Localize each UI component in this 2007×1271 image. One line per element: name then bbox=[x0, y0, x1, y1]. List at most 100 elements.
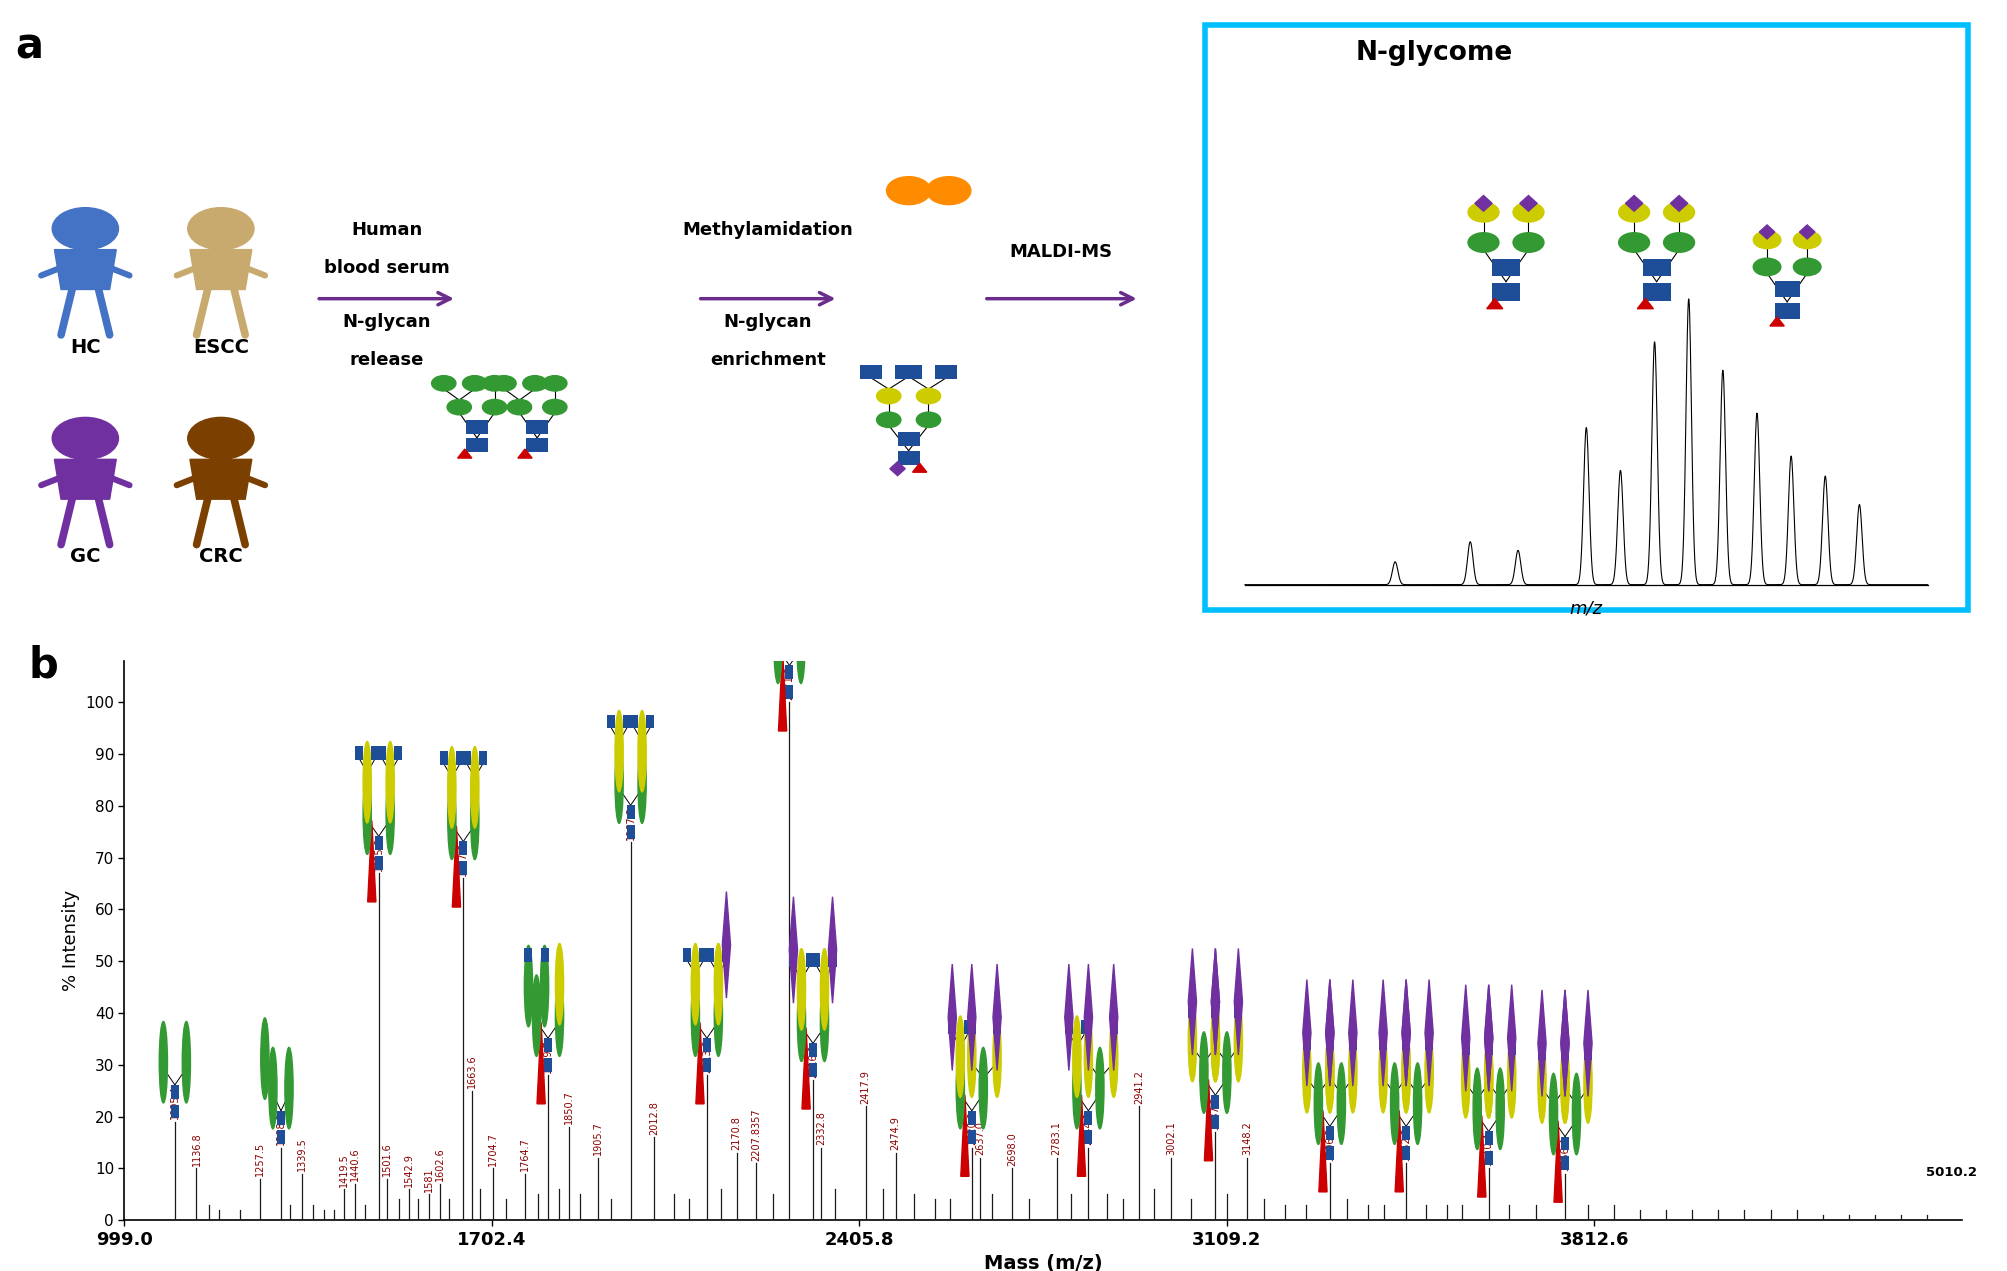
Circle shape bbox=[1389, 1063, 1399, 1144]
Bar bbox=[1325, 1126, 1333, 1140]
Text: b: b bbox=[28, 644, 58, 686]
Polygon shape bbox=[54, 249, 116, 290]
Circle shape bbox=[915, 389, 939, 404]
Bar bbox=[540, 948, 548, 962]
Bar bbox=[897, 451, 919, 465]
Polygon shape bbox=[1349, 980, 1357, 1087]
Bar bbox=[702, 1038, 710, 1052]
Polygon shape bbox=[1325, 980, 1333, 1087]
Text: a: a bbox=[16, 25, 42, 67]
Polygon shape bbox=[1319, 1111, 1327, 1192]
Bar bbox=[967, 1130, 975, 1144]
Polygon shape bbox=[1110, 963, 1118, 1070]
Bar bbox=[1188, 1004, 1196, 1018]
Polygon shape bbox=[1210, 948, 1218, 1055]
Bar bbox=[171, 1085, 179, 1098]
Circle shape bbox=[877, 412, 901, 427]
Bar bbox=[1559, 1157, 1567, 1171]
Text: Methylamidation: Methylamidation bbox=[682, 221, 853, 239]
Bar bbox=[375, 855, 383, 869]
Circle shape bbox=[1507, 1037, 1515, 1118]
Text: 1298.5: 1298.5 bbox=[275, 1111, 285, 1145]
Text: 1339.5: 1339.5 bbox=[297, 1138, 307, 1171]
Text: 2316.9: 2316.9 bbox=[807, 1043, 817, 1078]
Bar bbox=[526, 419, 548, 433]
Bar bbox=[478, 751, 486, 765]
Bar bbox=[1401, 1126, 1409, 1140]
Y-axis label: % Intensity: % Intensity bbox=[62, 890, 80, 991]
Polygon shape bbox=[1553, 1121, 1561, 1202]
Polygon shape bbox=[1210, 948, 1218, 1055]
Polygon shape bbox=[1485, 299, 1501, 309]
Circle shape bbox=[614, 710, 622, 792]
Circle shape bbox=[482, 399, 506, 414]
Polygon shape bbox=[1078, 1094, 1086, 1177]
Bar bbox=[1110, 1021, 1118, 1035]
Polygon shape bbox=[911, 463, 927, 473]
Polygon shape bbox=[805, 519, 813, 625]
Text: 2012.8: 2012.8 bbox=[648, 1101, 658, 1135]
Polygon shape bbox=[1084, 963, 1092, 1070]
Bar bbox=[1537, 1046, 1545, 1060]
Polygon shape bbox=[947, 963, 955, 1070]
Text: 1647.6: 1647.6 bbox=[458, 843, 468, 876]
Circle shape bbox=[1483, 1037, 1491, 1118]
Text: 1967.8: 1967.8 bbox=[626, 806, 636, 840]
Circle shape bbox=[1210, 1000, 1218, 1082]
Circle shape bbox=[797, 948, 805, 1030]
Circle shape bbox=[1325, 1032, 1333, 1113]
Text: 1602.6: 1602.6 bbox=[436, 1148, 446, 1181]
Polygon shape bbox=[1636, 299, 1652, 309]
Circle shape bbox=[1473, 1068, 1481, 1149]
Bar bbox=[544, 1038, 552, 1052]
Bar bbox=[1483, 1152, 1491, 1166]
Bar bbox=[723, 948, 731, 962]
Bar bbox=[805, 574, 813, 588]
Text: m/z: m/z bbox=[1569, 599, 1602, 618]
Circle shape bbox=[1379, 1032, 1387, 1113]
Text: 1419.5: 1419.5 bbox=[339, 1153, 349, 1187]
Bar bbox=[1349, 1036, 1357, 1050]
Text: Human: Human bbox=[351, 221, 421, 239]
Circle shape bbox=[448, 399, 472, 414]
Polygon shape bbox=[696, 1022, 704, 1103]
Circle shape bbox=[363, 741, 371, 822]
Bar bbox=[606, 714, 614, 728]
Text: HC: HC bbox=[70, 338, 100, 357]
Circle shape bbox=[540, 946, 548, 1027]
Bar bbox=[1080, 1021, 1088, 1035]
Text: 3756.4: 3756.4 bbox=[1559, 1138, 1569, 1171]
Polygon shape bbox=[1758, 225, 1774, 239]
Polygon shape bbox=[1537, 990, 1545, 1097]
Bar bbox=[785, 685, 793, 699]
Bar bbox=[1483, 1041, 1491, 1055]
Circle shape bbox=[1537, 1042, 1545, 1124]
Circle shape bbox=[797, 602, 805, 684]
Bar bbox=[813, 953, 821, 967]
Polygon shape bbox=[1473, 196, 1491, 211]
Bar bbox=[897, 432, 919, 446]
Text: blood serum: blood serum bbox=[323, 259, 450, 277]
Circle shape bbox=[1096, 1047, 1104, 1129]
Bar bbox=[524, 948, 532, 962]
Polygon shape bbox=[54, 459, 116, 500]
Circle shape bbox=[385, 741, 393, 822]
Polygon shape bbox=[889, 461, 905, 475]
Bar bbox=[1325, 1036, 1333, 1050]
Bar bbox=[1210, 1004, 1218, 1018]
Circle shape bbox=[183, 1022, 191, 1103]
Bar bbox=[859, 365, 881, 379]
Bar bbox=[1507, 1041, 1515, 1055]
Bar bbox=[460, 862, 468, 874]
FancyBboxPatch shape bbox=[1204, 25, 1967, 610]
Polygon shape bbox=[1584, 990, 1592, 1097]
Bar bbox=[967, 1021, 975, 1035]
Polygon shape bbox=[1798, 225, 1814, 239]
Polygon shape bbox=[1483, 985, 1491, 1092]
Circle shape bbox=[1483, 1037, 1491, 1118]
Bar bbox=[698, 948, 706, 962]
Circle shape bbox=[955, 1047, 963, 1129]
Circle shape bbox=[1752, 231, 1780, 249]
Text: 2698.0: 2698.0 bbox=[1008, 1132, 1018, 1166]
Polygon shape bbox=[993, 963, 1001, 1070]
